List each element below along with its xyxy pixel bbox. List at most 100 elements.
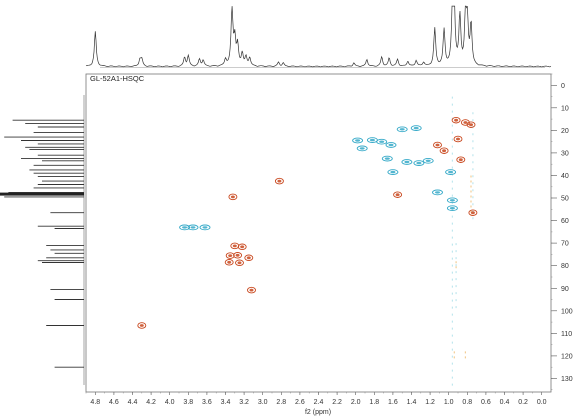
y-tick-label: 30: [561, 150, 569, 157]
x-tick-label: 4.2: [146, 399, 156, 406]
positive-cross-peak: [233, 252, 243, 259]
proton-spectrum-trace: [85, 5, 552, 68]
negative-cross-peak: [352, 137, 364, 144]
positive-cross-peak-core: [456, 137, 460, 141]
x-tick-label: 3.4: [221, 399, 231, 406]
negative-cross-peak: [401, 159, 413, 165]
x-tick-label: 0.4: [500, 399, 510, 406]
x-tick-label: 2.4: [314, 399, 324, 406]
x-tick-label: 0.2: [518, 399, 528, 406]
positive-cross-peak-core: [230, 195, 235, 199]
positive-cross-peak: [439, 147, 449, 154]
negative-cross-peak-core: [182, 226, 188, 229]
x-axis-label: f2 (ppm): [305, 409, 331, 416]
negative-cross-peak: [445, 169, 457, 175]
negative-cross-peak: [381, 155, 393, 162]
positive-cross-peak-core: [277, 179, 282, 183]
positive-cross-peak: [466, 121, 476, 128]
positive-cross-peak: [274, 177, 284, 185]
carbon-1d-spectrum: [0, 95, 85, 385]
y-tick-label: 70: [561, 241, 569, 248]
positive-cross-peak-core: [249, 288, 254, 292]
y-tick-label: 80: [561, 263, 569, 270]
negative-cross-peak-core: [449, 207, 455, 210]
negative-cross-peak-core: [384, 157, 390, 160]
positive-cross-peak-core: [454, 118, 459, 122]
negative-cross-peak: [179, 224, 191, 231]
x-tick-label: 3.2: [239, 399, 249, 406]
positive-cross-peak-core: [232, 244, 237, 248]
negative-cross-peak-core: [369, 138, 375, 142]
positive-cross-peak-core: [139, 324, 144, 327]
positive-cross-peak-core: [435, 143, 440, 147]
x-tick-label: 3.8: [183, 399, 193, 406]
positive-cross-peak: [453, 135, 463, 143]
positive-cross-peak: [225, 252, 235, 259]
y-tick-label: 40: [561, 173, 569, 180]
negative-cross-peak-core: [190, 226, 196, 229]
negative-cross-peak: [387, 169, 399, 175]
positive-cross-peak-core: [395, 193, 400, 197]
negative-cross-peak: [396, 126, 408, 133]
positive-cross-peak: [235, 259, 244, 267]
negative-cross-peak-core: [448, 170, 454, 174]
y-axis: 0 10 20 30 40 50 60 70 80 90 100 110 120 130: [551, 73, 573, 390]
negative-cross-peak-core: [202, 226, 208, 229]
positive-cross-peak-core: [470, 211, 475, 215]
x-axis: 4.8 4.6 4.4 4.2 4.0 3.8 3.6 3.4 3.2 3.0 2.8 2.6 2.4 2…: [85, 392, 547, 406]
positive-cross-peak: [224, 259, 234, 266]
negative-cross-peak: [376, 138, 388, 145]
positive-cross-peak: [393, 191, 403, 198]
positive-cross-peak-core: [442, 149, 447, 153]
x-tick-label: 2.6: [295, 399, 305, 406]
negative-cross-peak: [446, 197, 458, 204]
positive-cross-peak: [247, 286, 256, 294]
negative-cross-peak: [422, 157, 434, 164]
positive-cross-peak-core: [469, 123, 473, 127]
y-tick-label: 20: [561, 128, 569, 135]
x-tick-label: 1.2: [425, 399, 435, 406]
negative-cross-peak-core: [425, 159, 431, 162]
negative-cross-peak-core: [416, 161, 422, 165]
positive-cross-peak: [237, 243, 247, 251]
negative-cross-peak-core: [355, 139, 361, 142]
positive-cross-peak-core: [228, 254, 233, 257]
negative-cross-peak-core: [404, 160, 410, 164]
negative-cross-peak: [410, 125, 422, 131]
negative-cross-peak-core: [413, 126, 419, 130]
x-tick-label: 1.8: [369, 399, 379, 406]
negative-cross-peak: [413, 160, 425, 166]
negative-cross-peak-core: [399, 128, 405, 131]
positive-cross-peak-core: [237, 261, 242, 265]
proton-1d-spectrum: [85, 5, 552, 68]
negative-cross-peak: [385, 142, 397, 148]
negative-cross-peak-core: [388, 143, 394, 147]
negative-cross-peak: [356, 145, 368, 152]
y-tick-label: 90: [561, 286, 569, 293]
negative-cross-peak: [187, 224, 199, 231]
negative-cross-peak: [199, 224, 211, 231]
y-tick-label: 50: [561, 196, 569, 203]
positive-cross-peak-core: [463, 121, 468, 124]
x-tick-label: 1.0: [444, 399, 454, 406]
y-tick-label: 10: [561, 105, 569, 112]
positive-cross-peak-core: [240, 245, 245, 249]
positive-cross-peak-core: [246, 256, 251, 260]
x-tick-label: 3.6: [202, 399, 212, 406]
positive-cross-peak: [244, 254, 254, 262]
x-tick-label: 4.0: [165, 399, 175, 406]
x-tick-label: 0.0: [537, 399, 547, 406]
x-tick-label: 4.4: [128, 399, 138, 406]
positive-cross-peak: [468, 209, 478, 216]
x-tick-label: 0.6: [481, 399, 491, 406]
positive-cross-peak-core: [235, 253, 240, 257]
negative-cross-peak-core: [435, 191, 440, 194]
negative-cross-peak-core: [379, 140, 385, 143]
cross-peaks: [137, 116, 478, 329]
x-tick-label: 3.0: [258, 399, 268, 406]
negative-cross-peak: [432, 189, 443, 196]
x-tick-label: 1.6: [388, 399, 398, 406]
negative-cross-peak: [446, 205, 458, 212]
x-tick-label: 2.2: [332, 399, 342, 406]
